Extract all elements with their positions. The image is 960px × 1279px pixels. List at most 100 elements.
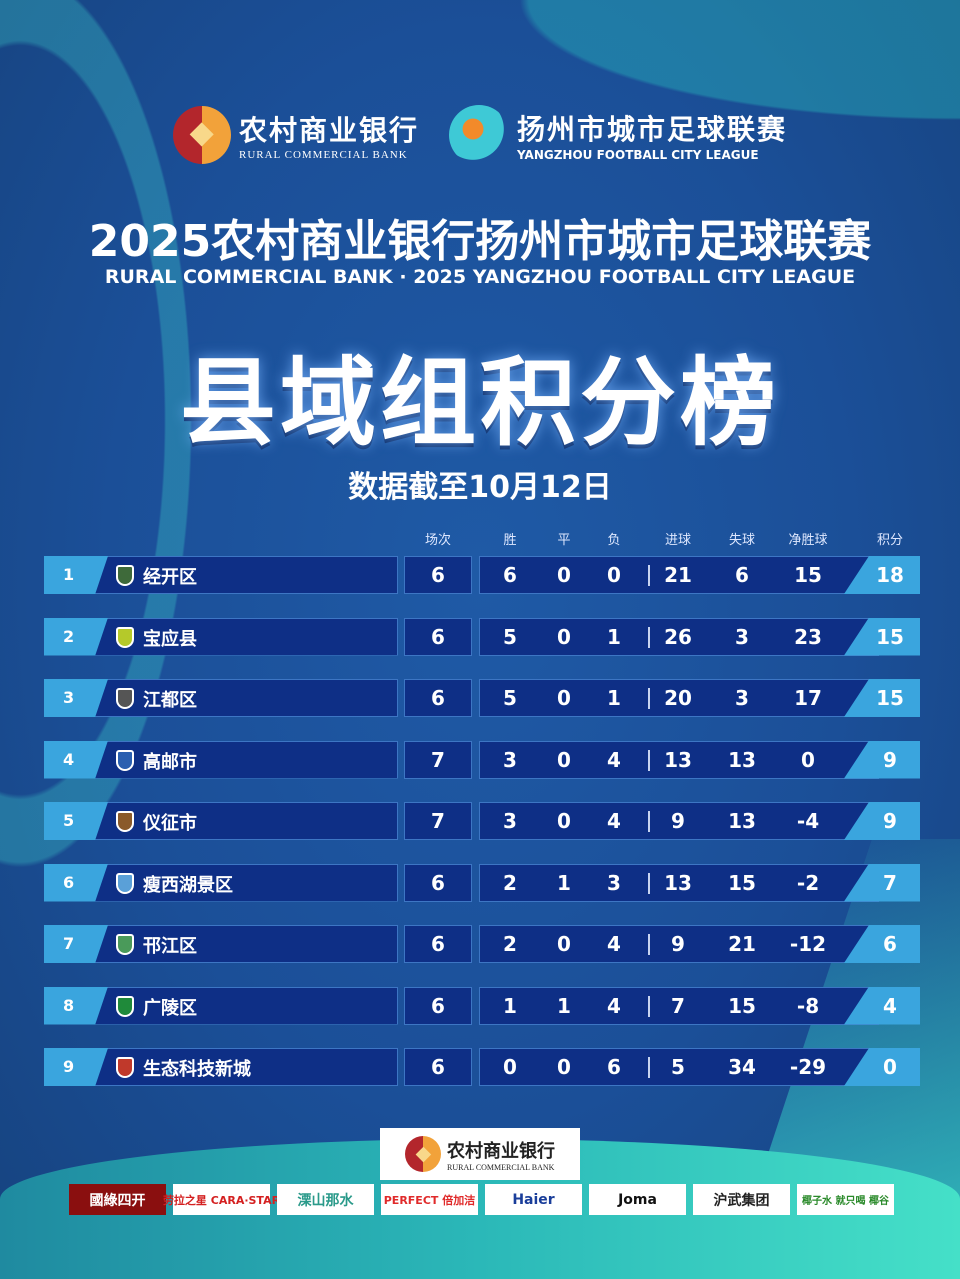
stat-ga: 15 [728,870,756,895]
stat-gd: 15 [794,563,822,587]
column-header: 负 [607,533,621,548]
divider [648,934,650,955]
stats-box [479,1048,879,1086]
stat-w: 2 [503,932,517,956]
played-box [404,617,472,656]
stats-box [479,863,879,902]
bank-logo-icon [405,1136,441,1172]
stat-w: 5 [503,624,517,649]
stat-gf: 13 [664,870,692,895]
team-name: 仪征市 [143,813,197,834]
stat-w: 0 [503,1055,517,1079]
stat-gf: 7 [671,993,685,1018]
bank-name-cn: 农村商业银行 [447,1140,555,1162]
stats-box [479,617,879,656]
stat-pts: 9 [883,747,897,772]
stat-ga: 15 [728,993,756,1018]
header-logos: 农村商业银行 RURAL COMMERCIAL BANK 扬州市城市足球联赛 Y… [0,105,960,165]
stats-box [479,556,879,594]
divider [648,749,650,771]
stat-w: 3 [503,809,517,833]
sponsor-logo: 溧山那水 [277,1184,374,1215]
stat-d: 0 [557,809,571,833]
table-row: 3 江都区 6 5 0 1 20 3 17 15 [44,679,920,717]
stat-played: 7 [431,747,445,772]
stat-pts: 15 [876,624,904,649]
stat-gd: -12 [789,932,827,956]
stat-l: 1 [607,686,621,710]
table-row: 6 瘦西湖景区 6 2 1 3 13 15 -2 7 [44,863,920,902]
stat-played: 6 [431,932,445,956]
stat-ga: 21 [728,932,756,956]
team-badge-icon [116,872,134,894]
stat-gf: 26 [664,624,692,649]
played-box [404,863,472,902]
team-name: 江都区 [143,690,197,711]
stat-played: 6 [431,563,445,587]
stat-played: 6 [431,686,445,710]
stat-d: 0 [557,932,571,956]
stat-gd: -4 [796,809,820,833]
bank-logo-icon [172,106,231,164]
table-row: 7 邗江区 6 2 0 4 9 21 -12 6 [44,925,920,963]
team-name: 生态科技新城 [143,1059,251,1080]
played-box [404,1048,472,1086]
column-header: 进球 [664,533,692,548]
stat-d: 0 [557,686,571,710]
team-badge-icon [116,749,134,771]
league-logo: 扬州市城市足球联赛 YANGZHOU FOOTBALL CITY LEAGUE [449,105,787,165]
stat-w: 3 [503,747,517,772]
team-badge-icon [116,1057,134,1078]
stat-ga: 34 [728,1055,756,1079]
stat-pts: 15 [876,686,904,710]
stat-gf: 13 [664,747,692,772]
table-row: 9 生态科技新城 6 0 0 6 5 34 -29 0 [44,1048,920,1086]
column-header: 净胜球 [788,533,828,548]
stat-gd: -8 [796,993,820,1018]
bank-name-en: RURAL COMMERCIAL BANK [447,1162,555,1172]
divider [648,995,650,1017]
played-box [404,556,472,594]
table-row: 5 仪征市 7 3 0 4 9 13 -4 9 [44,802,920,840]
column-header: 平 [557,533,571,548]
sponsor-strip: 國綠四开 劳拉之星 CARA·STAR 溧山那水 PERFECT 倍加洁 Haier Jo… [69,1184,894,1215]
sponsor-logo: Joma [589,1184,686,1215]
stat-pts: 6 [883,932,897,956]
divider [648,811,650,832]
stat-gf: 21 [664,563,692,587]
played-box [404,986,472,1025]
stat-played: 6 [431,870,445,895]
divider [648,872,650,894]
sponsor-logo: 椰子水 就只喝 椰谷 [797,1184,894,1215]
stat-d: 0 [557,563,571,587]
stat-d: 0 [557,1055,571,1079]
stat-d: 1 [557,993,571,1018]
bank-name-en: RURAL COMMERCIAL BANK [238,149,408,161]
stat-w: 1 [503,993,517,1018]
stat-l: 4 [607,932,621,956]
sponsor-logo: PERFECT 倍加洁 [381,1184,478,1215]
table-row: 1 经开区 6 6 0 0 21 6 15 18 [44,556,920,594]
sponsor-logo: 劳拉之星 CARA·STAR [163,1184,280,1215]
stat-l: 6 [607,1055,621,1079]
sponsor-logo: Haier [485,1184,582,1215]
stat-l: 4 [607,747,621,772]
column-header: 失球 [728,533,756,548]
stat-played: 7 [431,809,445,833]
rank: 5 [44,802,108,840]
divider [648,688,650,709]
team-badge-icon [116,626,134,648]
stat-pts: 9 [883,809,897,833]
stat-played: 6 [431,993,445,1018]
stats-box [479,802,879,840]
bank-name-cn: 农村商业银行 [238,114,419,147]
stat-d: 0 [557,747,571,772]
team-badge-icon [116,565,134,586]
stat-gf: 20 [664,686,692,710]
divider [648,626,650,648]
team-badge-icon [116,995,134,1017]
played-box [404,925,472,963]
stat-gd: -2 [796,870,820,895]
page-title: 2025农村商业银行扬州市城市足球联赛 [88,216,872,267]
data-date: 数据截至10月12日 [348,470,612,505]
